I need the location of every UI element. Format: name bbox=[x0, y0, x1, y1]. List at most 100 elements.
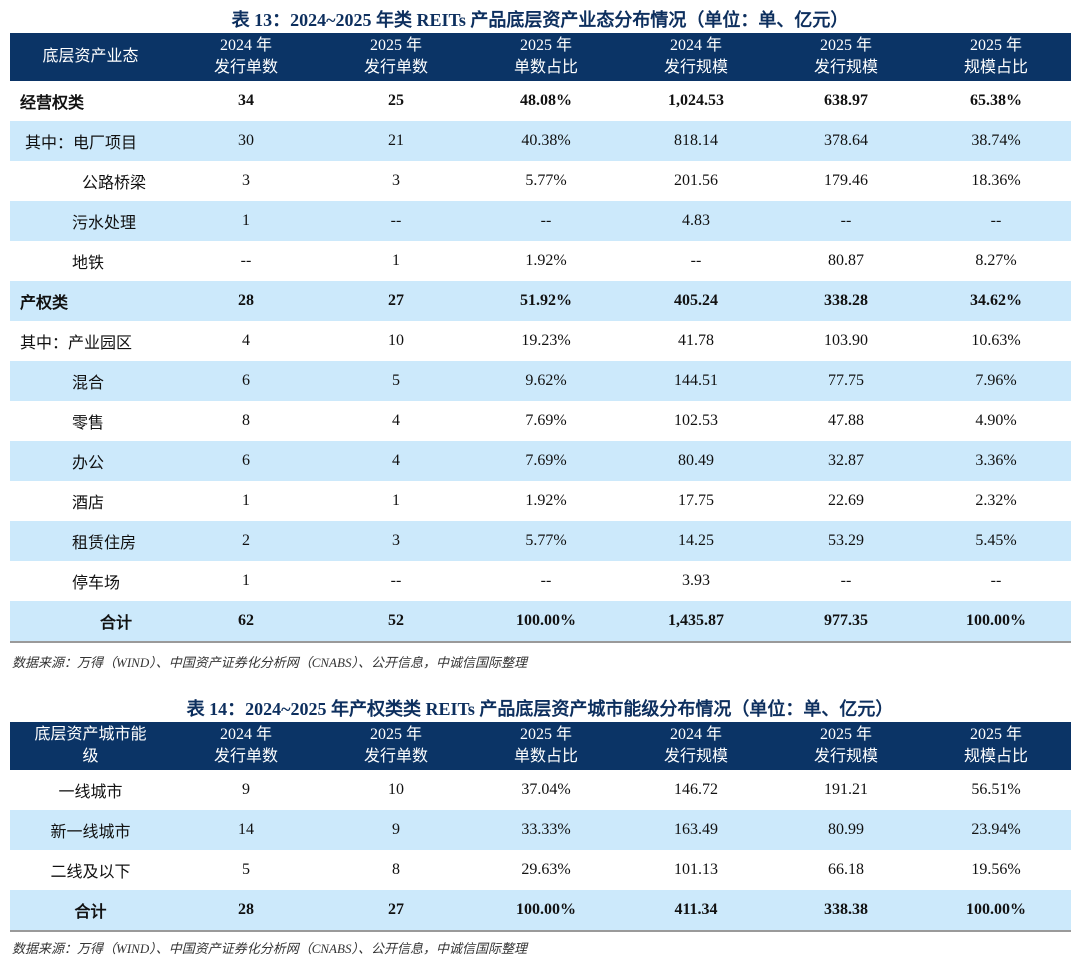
table-cell: 338.28 bbox=[771, 281, 921, 321]
table13-title: 表 13：2024~2025 年类 REITs 产品底层资产业态分布情况（单位：… bbox=[231, 10, 849, 30]
column-header-line: 发行规模 bbox=[663, 59, 728, 76]
table14-source: 数据来源：万得（WIND）、中国资产证券化分析网（CNABS）、公开信息，中诚信… bbox=[12, 941, 527, 956]
table-cell: 27 bbox=[321, 281, 471, 321]
table-cell: -- bbox=[540, 572, 552, 589]
table-cell: 2 bbox=[171, 521, 321, 561]
column-header: 底层资产业态 bbox=[10, 33, 171, 81]
table-cell: 191.21 bbox=[824, 781, 868, 798]
table-cell: 1 bbox=[171, 201, 321, 241]
table-cell: -- bbox=[390, 572, 402, 589]
table-cell: 7.69% bbox=[525, 412, 567, 429]
table-cell: 7.69% bbox=[471, 441, 621, 481]
column-header: 2025 年规模占比 bbox=[921, 722, 1071, 770]
column-header-line: 2025 年 bbox=[369, 37, 422, 54]
header-row: 底层资产业态 2024 年发行单数 2025 年发行单数 2025 年单数占比 2024… bbox=[10, 33, 1071, 81]
table-cell: 4.83 bbox=[621, 201, 771, 241]
table-cell: 51.92% bbox=[471, 281, 621, 321]
table-cell: 66.18 bbox=[828, 861, 864, 878]
table-cell: 6 bbox=[171, 361, 321, 401]
table-row: 合计 62 52 100.00% 1,435.87 977.35 100.00% bbox=[10, 601, 1071, 643]
column-header: 2025 年单数占比 bbox=[471, 33, 621, 81]
table-cell: 41.78 bbox=[678, 332, 714, 349]
table-cell: 1.92% bbox=[525, 252, 567, 269]
column-header: 2025 年发行单数 bbox=[321, 33, 471, 81]
column-header: 2025 年发行单数 bbox=[321, 722, 471, 770]
table-cell: 77.75 bbox=[771, 361, 921, 401]
table-row: 其中：电厂项目 30 21 40.38% 818.14 378.64 38.74% bbox=[10, 121, 1071, 161]
table-cell: 1,024.53 bbox=[668, 92, 724, 109]
table-cell: 3.36% bbox=[921, 441, 1071, 481]
table-cell: 818.14 bbox=[621, 121, 771, 161]
table-cell: 4 bbox=[392, 412, 400, 429]
table-cell: 30 bbox=[171, 121, 321, 161]
table-cell: 201.56 bbox=[674, 172, 718, 189]
column-header-line: 发行规模 bbox=[813, 748, 878, 765]
table-cell: -- bbox=[990, 572, 1002, 589]
row-label: 二线及以下 bbox=[50, 864, 131, 881]
table-cell: -- bbox=[471, 201, 621, 241]
column-header-line: 底层资产城市能 bbox=[34, 726, 147, 743]
column-header: 2024 年发行规模 bbox=[621, 722, 771, 770]
row-label: 租赁住房 bbox=[10, 521, 171, 561]
column-header-line: 规模占比 bbox=[963, 59, 1028, 76]
table-cell: 65.38% bbox=[970, 92, 1022, 109]
table-row: 地铁 -- 1 1.92% -- 80.87 8.27% bbox=[10, 241, 1071, 281]
table-cell: -- bbox=[840, 572, 852, 589]
table-cell: 5 bbox=[242, 861, 250, 878]
table-cell: 5.77% bbox=[525, 172, 567, 189]
table-row: 产权类 28 27 51.92% 405.24 338.28 34.62% bbox=[10, 281, 1071, 321]
table-cell: 19.56% bbox=[971, 861, 1021, 878]
table-cell: 1.92% bbox=[525, 492, 567, 509]
table-cell: 48.08% bbox=[520, 92, 572, 109]
table-cell: 32.87 bbox=[771, 441, 921, 481]
column-header: 2025 年发行规模 bbox=[771, 722, 921, 770]
table-cell: 34.62% bbox=[921, 281, 1071, 321]
table-cell: 80.99 bbox=[771, 810, 921, 850]
column-header: 2024 年发行规模 bbox=[621, 33, 771, 81]
table-cell: 1 bbox=[392, 492, 400, 509]
table-cell: 23.94% bbox=[921, 810, 1071, 850]
table-cell: 10 bbox=[388, 781, 404, 798]
table-cell: 29.63% bbox=[521, 861, 571, 878]
table-row: 租赁住房 2 3 5.77% 14.25 53.29 5.45% bbox=[10, 521, 1071, 561]
row-label: 新一线城市 bbox=[10, 810, 171, 850]
table-cell: 27 bbox=[321, 890, 471, 932]
table-cell: 22.69 bbox=[828, 492, 864, 509]
table-cell: 3 bbox=[242, 172, 250, 189]
column-header-line: 2025 年 bbox=[369, 726, 422, 743]
table-cell: 14.25 bbox=[621, 521, 771, 561]
table-cell: 9 bbox=[321, 810, 471, 850]
table-cell: 338.38 bbox=[771, 890, 921, 932]
table-cell: 100.00% bbox=[921, 890, 1071, 932]
column-header: 2024 年发行单数 bbox=[171, 722, 321, 770]
table-cell: 52 bbox=[321, 601, 471, 643]
table-row: 零售 8 4 7.69% 102.53 47.88 4.90% bbox=[10, 401, 1071, 441]
column-header-line: 单数占比 bbox=[513, 748, 578, 765]
row-label: 零售 bbox=[72, 415, 105, 432]
header-row: 底层资产城市能级 2024 年发行单数 2025 年发行单数 2025 年单数占比 20… bbox=[10, 722, 1071, 770]
table-cell: 378.64 bbox=[771, 121, 921, 161]
table-row: 二线及以下 5 8 29.63% 101.13 66.18 19.56% bbox=[10, 850, 1071, 890]
column-header-line: 发行单数 bbox=[213, 59, 278, 76]
table-cell: 144.51 bbox=[621, 361, 771, 401]
table-cell: 977.35 bbox=[771, 601, 921, 643]
table-row: 公路桥梁 3 3 5.77% 201.56 179.46 18.36% bbox=[10, 161, 1071, 201]
table-cell: 53.29 bbox=[771, 521, 921, 561]
table-row: 停车场 1 -- -- 3.93 -- -- bbox=[10, 561, 1071, 601]
table-row: 合计 28 27 100.00% 411.34 338.38 100.00% bbox=[10, 890, 1071, 932]
table-cell: 8 bbox=[392, 861, 400, 878]
column-header-line: 2024 年 bbox=[669, 726, 722, 743]
column-header-line: 2024 年 bbox=[219, 726, 272, 743]
column-header-line: 2025 年 bbox=[819, 37, 872, 54]
row-label: 一线城市 bbox=[58, 784, 123, 801]
table-cell: 8 bbox=[242, 412, 250, 429]
column-header-line: 2025 年 bbox=[969, 37, 1022, 54]
column-header-line: 2025 年 bbox=[519, 37, 572, 54]
column-header: 2024 年发行单数 bbox=[171, 33, 321, 81]
table-cell: 17.75 bbox=[678, 492, 714, 509]
table-cell: 5 bbox=[321, 361, 471, 401]
table-cell: -- bbox=[771, 201, 921, 241]
table-cell: 80.87 bbox=[828, 252, 864, 269]
table-cell: 1,435.87 bbox=[621, 601, 771, 643]
table-cell: 100.00% bbox=[471, 601, 621, 643]
